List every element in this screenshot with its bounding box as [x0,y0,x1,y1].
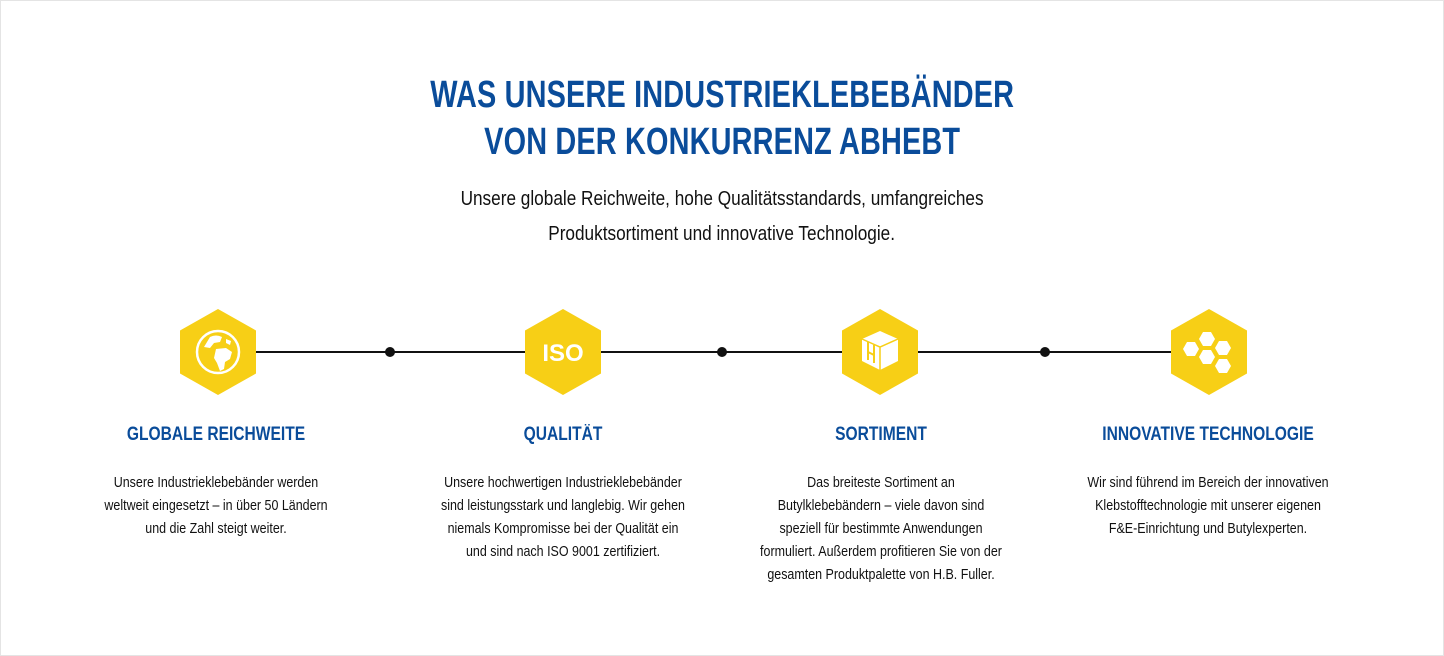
timeline-dot [717,347,727,357]
feature-quality: QUALITÄT Unsere hochwertigen Industriekl… [403,424,723,564]
honeycomb-icon [1171,309,1247,395]
feature-global-reach: GLOBALE REICHWEITE Unsere Industrieklebe… [56,424,376,541]
subtitle-line-1: Unsere globale Reichweite, hohe Qualität… [460,188,984,210]
page-title-line-2: VON DER KONKURRENZ ABHEBT [483,121,961,163]
feature-title: GLOBALE REICHWEITE [126,424,306,445]
globe-icon [180,309,256,395]
feature-assortment: SORTIMENT Das breiteste Sortiment an Buty… [721,424,1041,587]
feature-title: QUALITÄT [523,424,603,445]
feature-innovative-technology: INNOVATIVE TECHNOLOGIE Wir sind führend … [1048,424,1368,541]
iso-icon: ISO [525,309,601,395]
subtitle-line-2: Produktsortiment und innovative Technolo… [548,223,896,245]
svg-text:ISO: ISO [542,340,583,367]
feature-title: INNOVATIVE TECHNOLOGIE [1102,424,1314,445]
box-icon [842,309,918,395]
timeline-connector [255,351,1172,353]
feature-title: SORTIMENT [835,424,927,445]
page-title-line-1: WAS UNSERE INDUSTRIEKLEBEBÄNDER [430,74,1014,116]
timeline-dot [1040,347,1050,357]
timeline-dot [385,347,395,357]
